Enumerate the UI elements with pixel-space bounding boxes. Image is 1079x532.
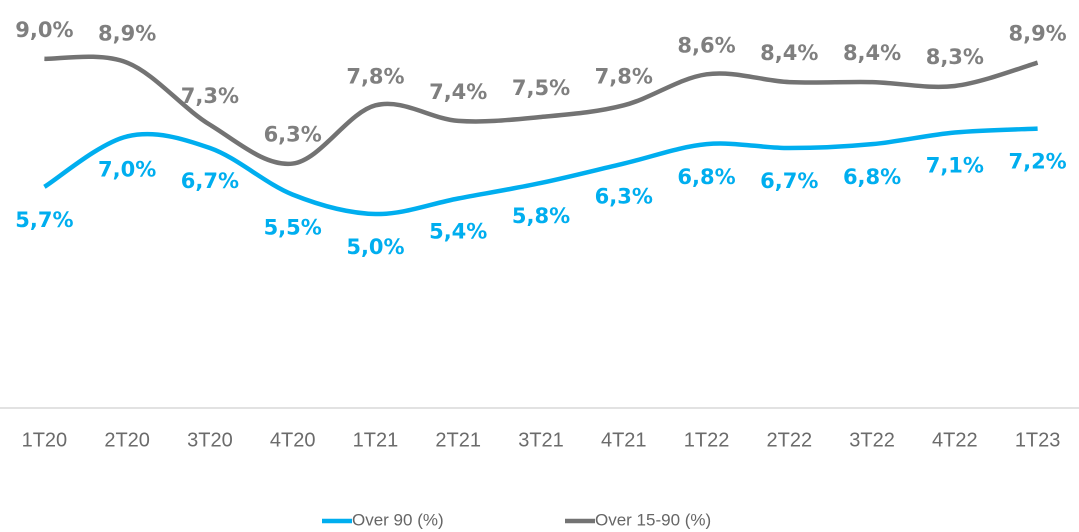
x-tick-label: 2T20 (104, 429, 150, 451)
x-tick-label: 1T23 (1015, 429, 1061, 451)
data-label: 7,8% (595, 64, 653, 88)
line (43, 126, 1038, 217)
data-label: 8,4% (760, 41, 818, 65)
x-tick-label: 2T22 (767, 429, 813, 451)
data-label: 7,8% (346, 64, 404, 88)
data-label: 7,1% (926, 154, 984, 178)
x-tick-label: 4T22 (932, 429, 978, 451)
x-tick-label: 4T20 (270, 429, 316, 451)
x-tick-label: 2T21 (435, 429, 481, 451)
data-label: 7,0% (98, 157, 156, 181)
legend-label: Over 15-90 (%) (595, 510, 711, 529)
data-label: 8,9% (1008, 22, 1066, 46)
x-tick-label: 1T22 (684, 429, 730, 451)
data-label: 8,6% (677, 33, 735, 57)
data-label: 6,7% (760, 169, 818, 193)
data-label: 5,5% (264, 216, 322, 240)
data-label: 6,8% (677, 165, 735, 189)
x-tick-label: 1T20 (22, 429, 68, 451)
data-label: 6,3% (595, 185, 653, 209)
data-label: 8,3% (926, 45, 984, 69)
x-tick-label: 3T20 (187, 429, 233, 451)
data-label: 5,0% (346, 235, 404, 259)
data-label: 8,4% (843, 41, 901, 65)
data-label: 7,3% (181, 84, 239, 108)
legend-label: Over 90 (%) (352, 510, 444, 529)
data-label: 6,7% (181, 169, 239, 193)
line (44, 54, 1039, 166)
x-tick-label: 3T21 (518, 429, 564, 451)
data-label: 5,4% (429, 219, 487, 243)
data-label: 7,5% (512, 76, 570, 100)
data-label: 9,0% (15, 18, 73, 42)
data-label: 7,2% (1008, 150, 1066, 174)
x-tick-label: 1T21 (353, 429, 399, 451)
data-label: 5,7% (15, 208, 73, 232)
x-tick-label: 4T21 (601, 429, 647, 451)
data-label: 6,8% (843, 165, 901, 189)
data-label: 8,9% (98, 22, 156, 46)
data-label: 6,3% (264, 123, 322, 147)
data-label: 7,4% (429, 80, 487, 104)
data-label: 5,8% (512, 204, 570, 228)
x-tick-label: 3T22 (849, 429, 895, 451)
